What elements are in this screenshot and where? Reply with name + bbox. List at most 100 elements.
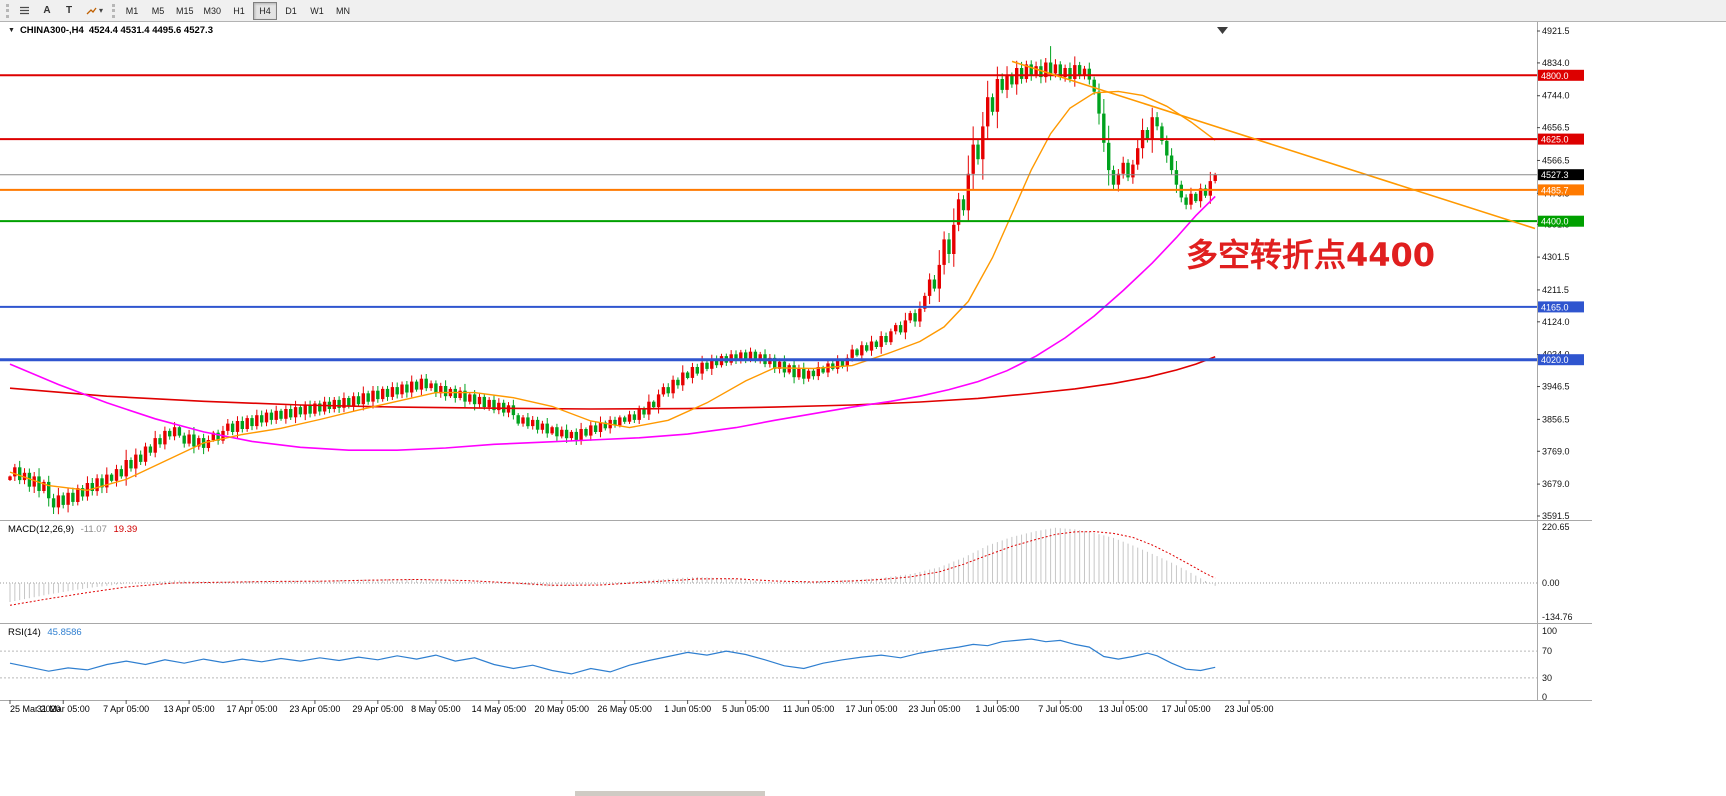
svg-text:7 Jul 05:00: 7 Jul 05:00 [1038,704,1082,714]
svg-text:100: 100 [1542,626,1557,636]
svg-text:23 Jun 05:00: 23 Jun 05:00 [908,704,960,714]
svg-text:4625.0: 4625.0 [1541,135,1569,145]
descending-trendline[interactable] [1011,60,1536,230]
svg-text:3591.5: 3591.5 [1542,511,1570,521]
svg-text:1 Jun 05:00: 1 Jun 05:00 [664,704,711,714]
svg-text:4485.7: 4485.7 [1541,185,1569,195]
svg-text:4921.5: 4921.5 [1542,26,1570,36]
chart-ohlc: 4524.4 4531.4 4495.6 4527.3 [88,25,213,36]
svg-text:0.00: 0.00 [1542,578,1560,588]
price-axis-box: 4800.0 [1538,69,1584,81]
macd-indicator-label: MACD(12,26,9) -11.07 19.39 [8,524,137,535]
chart-layout-button[interactable] [14,2,35,20]
svg-text:3769.0: 3769.0 [1542,446,1570,456]
macd-signal-line [9,531,1216,606]
price-axis-box: 4485.7 [1538,184,1584,195]
svg-text:4020.0: 4020.0 [1541,355,1569,365]
timeframe-m1-button[interactable]: M1 [120,2,144,20]
price-axis-box: 4165.0 [1538,301,1584,313]
price-axis-box: 4527.3 [1538,169,1584,180]
svg-text:4744.0: 4744.0 [1542,91,1570,101]
svg-text:11 Jun 05:00: 11 Jun 05:00 [783,704,834,714]
svg-text:4400.0: 4400.0 [1541,217,1569,227]
svg-text:13 Jul 05:00: 13 Jul 05:00 [1099,704,1148,714]
svg-text:3679.0: 3679.0 [1542,479,1570,489]
price-axis-box: 4020.0 [1538,354,1584,365]
macd-histogram [9,527,1216,602]
tool-dropdown-button[interactable]: ▾ [81,2,107,20]
toolbar-grip[interactable] [6,3,9,18]
timeframe-h1-button[interactable]: H1 [227,2,251,20]
rsi-indicator-label: RSI(14) 45.8586 [8,627,82,638]
svg-text:1 Jul 05:00: 1 Jul 05:00 [975,704,1019,714]
svg-text:7 Apr 05:00: 7 Apr 05:00 [103,704,149,714]
toolbar: A T ▾ M1 M5 M15 M30 H1 H4 D1 W1 MN [0,0,1726,22]
svg-text:14 May 05:00: 14 May 05:00 [472,704,527,714]
price-axis-box: 4400.0 [1538,215,1584,227]
svg-text:26 May 05:00: 26 May 05:00 [597,704,652,714]
svg-text:13 Apr 05:00: 13 Apr 05:00 [164,704,215,714]
timeframe-d1-button[interactable]: D1 [279,2,303,20]
svg-text:3946.5: 3946.5 [1542,382,1570,392]
svg-text:0: 0 [1542,692,1547,702]
timeframe-m30-button[interactable]: M30 [200,2,226,20]
svg-text:20 May 05:00: 20 May 05:00 [534,704,589,714]
rsi-value: 45.8586 [47,627,82,638]
caret-down-icon: ▾ [99,6,104,15]
ma-magenta [9,195,1216,451]
svg-text:220.65: 220.65 [1542,522,1570,532]
svg-text:23 Jul 05:00: 23 Jul 05:00 [1225,704,1274,714]
price-axis[interactable]: 4921.54834.04744.04656.54566.54476.54391… [1537,26,1584,521]
svg-text:4124.0: 4124.0 [1542,317,1570,327]
timeframe-m15-button[interactable]: M15 [172,2,198,20]
annotation-text[interactable]: 多空转折点4400 [1186,236,1436,274]
bottom-edge-fragment [575,791,765,796]
timeframe-mn-button[interactable]: MN [331,2,355,20]
price-axis-box: 4625.0 [1538,133,1584,145]
svg-text:30: 30 [1542,673,1552,683]
svg-text:4301.5: 4301.5 [1542,252,1570,262]
svg-text:4527.3: 4527.3 [1541,170,1569,180]
svg-text:31 Mar 05:00: 31 Mar 05:00 [37,704,90,714]
svg-text:4834.0: 4834.0 [1542,58,1570,68]
svg-text:17 Jul 05:00: 17 Jul 05:00 [1162,704,1211,714]
svg-text:25 Mar 2020: 25 Mar 2020 [10,704,61,714]
ma-orange [9,90,1216,492]
chart-title: ▼ CHINA300-,H4 4524.4 4531.4 4495.6 4527… [8,25,213,36]
chart-symbol-period: CHINA300-,H4 [19,25,84,36]
svg-text:4800.0: 4800.0 [1541,71,1569,81]
svg-text:3856.5: 3856.5 [1542,414,1570,424]
macd-value: -11.07 [80,524,107,535]
candlestick-series [8,46,1217,515]
svg-text:4566.5: 4566.5 [1542,155,1570,165]
svg-text:4656.5: 4656.5 [1542,123,1570,133]
svg-text:-134.76: -134.76 [1542,612,1573,622]
chart-shift-marker[interactable] [1217,27,1228,34]
macd-name: MACD(12,26,9) [8,524,74,535]
svg-text:4165.0: 4165.0 [1541,302,1569,312]
list-icon [20,6,29,15]
svg-text:29 Apr 05:00: 29 Apr 05:00 [352,704,403,714]
timeframe-w1-button[interactable]: W1 [305,2,329,20]
timeframe-h4-button[interactable]: H4 [253,1,278,20]
toolbar-grip[interactable] [112,3,116,18]
tool-t-button[interactable]: T [59,2,79,20]
rsi-name: RSI(14) [8,627,41,638]
svg-text:70: 70 [1542,646,1552,656]
svg-text:23 Apr 05:00: 23 Apr 05:00 [289,704,340,714]
trendline-tool-icon [86,7,97,14]
tool-a-button[interactable]: A [37,2,57,20]
svg-text:8 May 05:00: 8 May 05:00 [411,704,461,714]
svg-text:4211.5: 4211.5 [1542,285,1569,295]
ma-red [9,356,1216,410]
svg-text:17 Jun 05:00: 17 Jun 05:00 [845,704,897,714]
svg-text:5 Jun 05:00: 5 Jun 05:00 [722,704,769,714]
timeframe-m5-button[interactable]: M5 [146,2,170,20]
one-click-trading-arrow[interactable]: ▼ [8,27,15,34]
macd-signal-value: 19.39 [113,524,138,535]
rsi-line [9,638,1216,675]
svg-text:17 Apr 05:00: 17 Apr 05:00 [226,704,277,714]
